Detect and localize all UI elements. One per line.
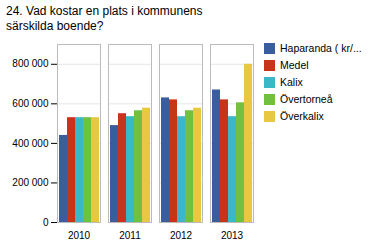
html-text:Övertorneå: Övertorneå (280, 93, 333, 105)
html-text:Kalix: Kalix (280, 76, 303, 88)
svg-text:2012: 2012 (170, 230, 193, 241)
svg-text:2011: 2011 (119, 230, 141, 241)
svg-text:2010: 2010 (68, 230, 91, 241)
html-text:Överkalix: Överkalix (280, 110, 324, 122)
svg-text:600 000: 600 000 (12, 98, 49, 109)
html-text:24. Vad kostar en plats i komm: 24. Vad kostar en plats i kommunens särs… (6, 4, 203, 33)
svg-text:200 000: 200 000 (12, 177, 49, 188)
html-text:Haparanda ( kr/...: Haparanda ( kr/... (280, 42, 362, 54)
svg-text:0: 0 (43, 217, 49, 228)
svg-text:400 000: 400 000 (12, 138, 49, 149)
svg-text:800 000: 800 000 (12, 58, 49, 69)
svg-text:2013: 2013 (221, 230, 244, 241)
html-text:Medel: Medel (280, 59, 309, 71)
